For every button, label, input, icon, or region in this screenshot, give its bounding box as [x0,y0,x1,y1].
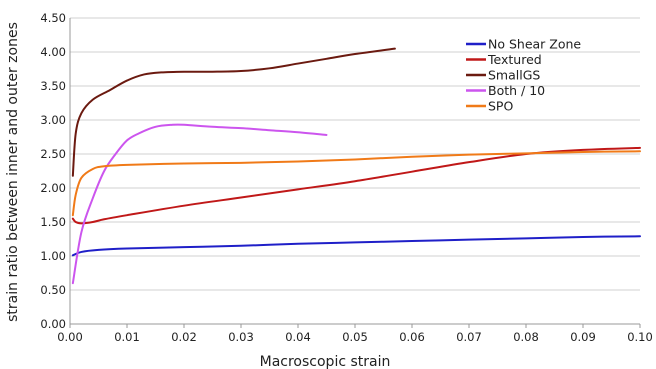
x-tick-label: 0.02 [171,330,197,344]
y-axis-label: strain ratio between inner and outer zon… [5,22,21,322]
y-tick-label: 0.50 [40,283,66,297]
y-tick-labels: 0.00 0.50 1.00 1.50 2.00 2.50 3.00 3.50 4.00 4.50 [40,11,66,331]
series-line-spo [71,150,641,217]
x-tick-label: 0.06 [399,330,425,344]
legend-label: Textured [487,52,542,67]
y-tick-label: 2.50 [40,147,66,161]
x-tick-label: 0.10 [627,330,653,344]
series-lines [71,47,641,285]
legend-label: Both / 10 [488,83,545,98]
x-tick-label: 0.00 [57,330,83,344]
y-tick-label: 2.00 [40,181,66,195]
y-tick-label: 3.50 [40,79,66,93]
legend-label: No Shear Zone [488,37,581,52]
y-tick-label: 4.00 [40,45,66,59]
x-tick-label: 0.07 [456,330,482,344]
axes [69,18,640,325]
series-line-no-shear-zone [71,235,641,257]
series-line-both-10 [71,123,328,285]
legend-label: SmallGS [488,68,540,83]
series-line-smallgs [71,47,396,177]
x-tick-label: 0.01 [114,330,140,344]
x-tick-label: 0.03 [228,330,254,344]
x-axis-label: Macroscopic strain [260,354,391,369]
y-tick-label: 4.50 [40,11,66,25]
x-tick-label: 0.04 [285,330,311,344]
y-tick-label: 3.00 [40,113,66,127]
y-tick-label: 1.50 [40,215,66,229]
y-tick-label: 1.00 [40,249,66,263]
y-tick-label: 0.00 [40,317,66,331]
x-tick-label: 0.09 [570,330,596,344]
x-tick-label: 0.05 [342,330,368,344]
grid-lines [70,17,640,291]
x-tick-labels: 0.00 0.01 0.02 0.03 0.04 0.05 0.06 0.07 0.08 0.09… [57,324,653,344]
legend-label: SPO [488,99,513,114]
x-tick-label: 0.08 [513,330,539,344]
